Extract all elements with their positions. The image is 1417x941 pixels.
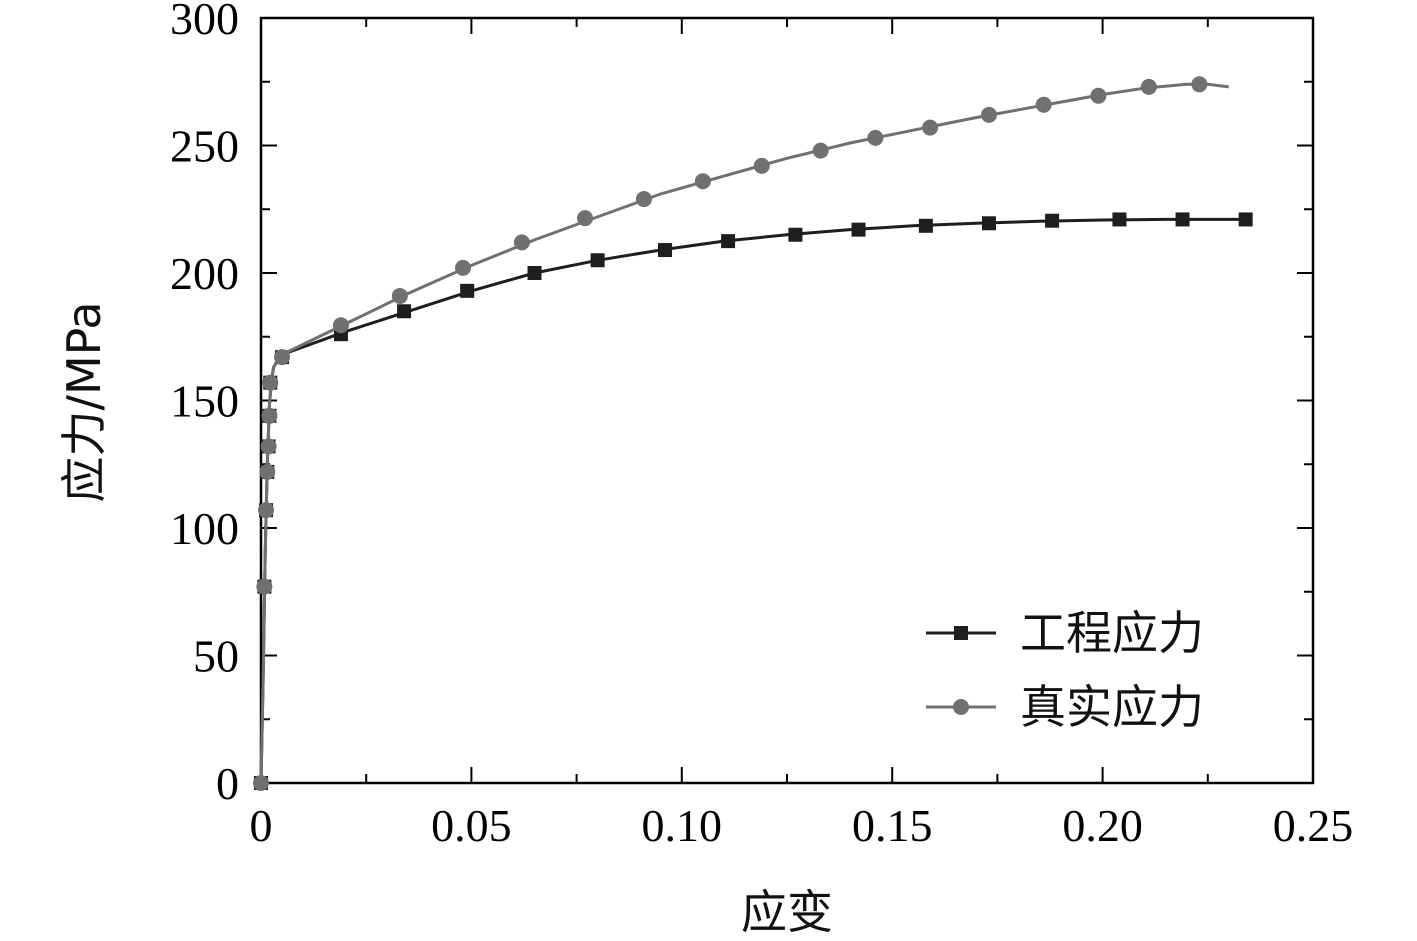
legend-circle-marker: [953, 699, 969, 715]
legend-square-marker: [954, 626, 968, 640]
y-tick-label: 250: [170, 121, 239, 172]
square-marker: [918, 218, 933, 233]
circle-marker: [391, 287, 408, 304]
circle-marker: [253, 775, 269, 791]
circle-marker: [256, 578, 273, 595]
circle-marker: [922, 119, 939, 136]
x-axis-ticks: 0 0.05 0.10 0.15 0.20 0.25: [250, 18, 1354, 851]
circle-marker: [980, 106, 997, 123]
circle-marker: [1090, 87, 1107, 104]
circle-marker: [867, 129, 884, 146]
x-tick-label: 0.20: [1062, 800, 1143, 851]
y-tick-label: 50: [193, 631, 239, 682]
circle-marker: [1191, 76, 1208, 93]
circle-marker: [753, 157, 770, 174]
square-marker: [1112, 212, 1127, 227]
square-marker: [721, 234, 736, 249]
circle-marker: [694, 173, 711, 190]
circle-marker: [260, 438, 277, 455]
legend-item: 真实应力: [926, 680, 1204, 734]
legend-label: 真实应力: [1020, 680, 1204, 734]
square-marker: [1045, 213, 1060, 228]
circle-marker: [262, 374, 279, 391]
series-layer: [253, 76, 1253, 791]
circle-marker: [259, 463, 276, 480]
circle-marker: [1035, 96, 1052, 113]
square-marker: [657, 243, 672, 258]
circle-marker: [635, 191, 652, 208]
series-true-stress: [253, 76, 1229, 791]
square-marker: [1238, 212, 1253, 227]
y-tick-label: 200: [170, 248, 239, 299]
circle-marker: [812, 142, 829, 159]
y-tick-label: 150: [170, 376, 239, 427]
legend-item: 工程应力: [926, 606, 1204, 660]
x-tick-label: 0.05: [431, 800, 512, 851]
x-tick-label: 0: [250, 800, 273, 851]
y-axis-ticks: 0 50 100 150 200 250 300: [170, 0, 1313, 809]
y-tick-label: 300: [170, 0, 239, 44]
x-tick-label: 0.25: [1273, 800, 1354, 851]
circle-marker: [274, 349, 291, 366]
square-marker: [460, 283, 475, 298]
y-tick-label: 100: [170, 503, 239, 554]
y-axis-title: 应力/MPa: [57, 301, 111, 502]
x-axis-title: 应变: [741, 885, 833, 939]
square-marker: [527, 266, 542, 280]
square-marker: [788, 227, 803, 242]
circle-marker: [261, 407, 278, 424]
square-marker: [851, 222, 866, 237]
circle-marker: [513, 234, 530, 251]
x-tick-label: 0.10: [642, 800, 723, 851]
y-tick-label: 0: [216, 758, 239, 809]
square-marker: [1175, 212, 1190, 227]
legend-label: 工程应力: [1020, 606, 1204, 660]
circle-marker: [454, 259, 471, 276]
plot-frame: [259, 16, 1315, 785]
series-line: [259, 82, 1229, 784]
circle-marker: [577, 210, 594, 227]
circle-marker: [1140, 78, 1157, 95]
square-marker: [590, 253, 605, 268]
circle-marker: [332, 317, 349, 334]
plot-border: [259, 16, 1315, 785]
x-tick-label: 0.15: [852, 800, 933, 851]
square-marker: [397, 304, 412, 319]
square-marker: [981, 216, 996, 231]
circle-marker: [258, 502, 275, 519]
